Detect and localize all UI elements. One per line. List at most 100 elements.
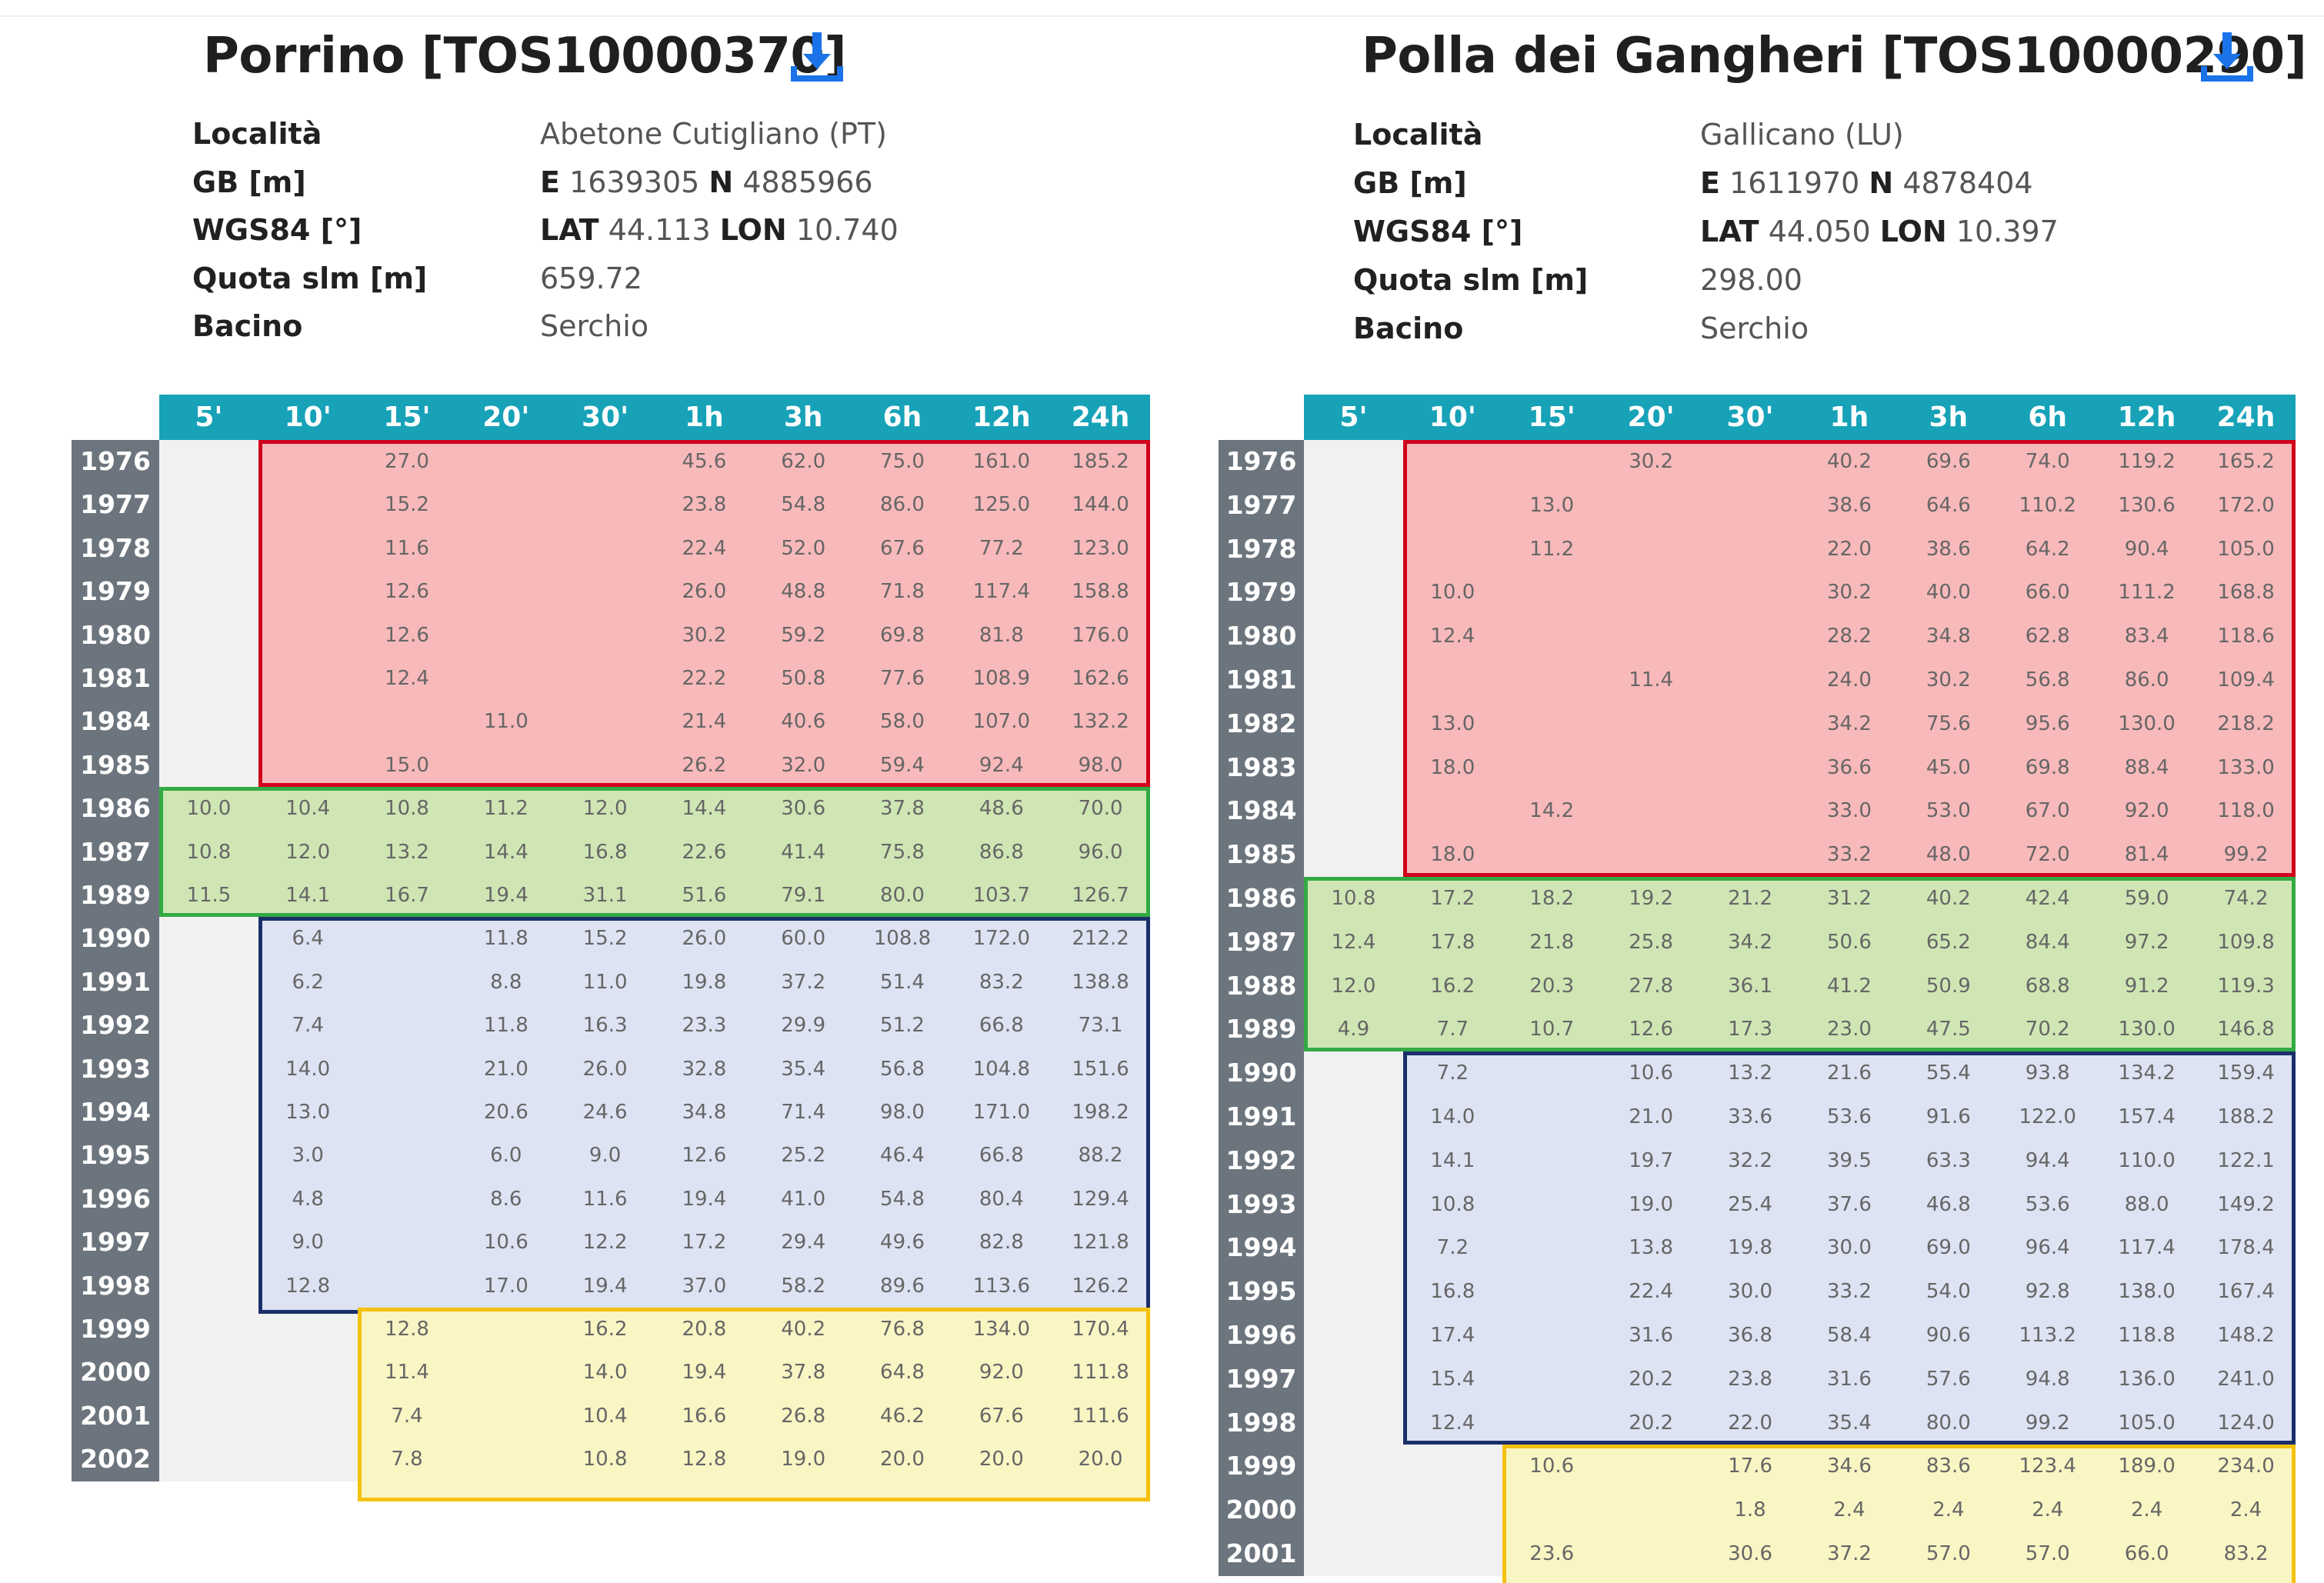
info-bacino: Bacino: [192, 309, 302, 343]
info-value: Serchio: [540, 309, 649, 343]
lat-label: LAT: [1700, 215, 1759, 248]
value-cell: [456, 570, 555, 613]
value-cell: 50.9: [1926, 974, 1971, 998]
info-label: Bacino: [1353, 312, 1464, 345]
year-label: 1984: [1225, 795, 1297, 826]
station-title: Porrino [TOS10000370]: [203, 28, 847, 85]
value-cell: 178.4: [2217, 1236, 2275, 1260]
value-cell: 11.4: [1629, 668, 1674, 692]
table-row: 6.2 8.8 11.0 19.8 37.2 51.4 83.2 138.8: [159, 961, 1150, 1004]
value-cell: [258, 1395, 358, 1438]
table-row: 11.0 21.4 40.6 58.0 107.0 132.2: [159, 700, 1150, 743]
value-cell: 42.4: [2025, 887, 2070, 910]
year-column: 1976 1977 1978 1979 1980 1981 1982 1983 1984 1985…: [1219, 440, 1304, 1576]
value-cell: 58.0: [880, 710, 925, 734]
table-row: 4.8 8.6 11.6 19.4 41.0 54.8 80.4 129.4: [159, 1178, 1150, 1221]
value-cell: 23.3: [682, 1014, 727, 1038]
value-cell: 20.8: [682, 1318, 727, 1341]
year-label: 1989: [1225, 1014, 1297, 1045]
value-cell: 19.4: [582, 1274, 628, 1298]
info-gb: GB [m]: [1353, 166, 1467, 200]
value-cell: 189.0: [2118, 1455, 2176, 1478]
value-cell: [1701, 440, 1800, 484]
value-cell: 20.2: [1629, 1411, 1674, 1435]
value-cell: 11.8: [483, 1014, 528, 1038]
value-cell: 2.4: [1932, 1498, 1965, 1522]
value-cell: 14.0: [1430, 1105, 1475, 1128]
table-row: 11.6 22.4 52.0 67.6 77.2 123.0: [159, 527, 1150, 570]
value-cell: 185.2: [1072, 450, 1129, 473]
value-cell: 13.0: [1430, 712, 1475, 735]
value-cell: [456, 1308, 555, 1351]
value-cell: 80.4: [979, 1187, 1024, 1211]
value-cell: 55.4: [1926, 1061, 1971, 1085]
value-cell: 66.0: [2124, 1542, 2169, 1565]
top-divider: [0, 15, 2324, 17]
value-cell: 62.0: [781, 450, 826, 473]
value-cell: [456, 744, 555, 787]
year-label: 1976: [1225, 446, 1297, 476]
value-cell: [456, 657, 555, 700]
value-cell: 21.4: [682, 710, 727, 734]
value-cell: 134.0: [972, 1318, 1030, 1341]
value-cell: [1502, 1095, 1602, 1139]
value-cell: 65.2: [1926, 930, 1971, 954]
value-cell: 75.0: [880, 450, 925, 473]
value-cell: 35.4: [1827, 1411, 1872, 1435]
year-label: 2002: [80, 1444, 151, 1475]
value-cell: 46.8: [1926, 1192, 1971, 1216]
download-icon[interactable]: [788, 28, 846, 86]
value-cell: [456, 483, 555, 526]
info-quota: Quota slm [m]: [192, 262, 427, 295]
value-cell: 40.0: [1926, 581, 1971, 605]
value-cell: [258, 614, 358, 657]
value-cell: [258, 1438, 358, 1481]
download-icon[interactable]: [2198, 28, 2256, 86]
value-cell: 64.6: [1926, 493, 1971, 517]
value-cell: 12.4: [1331, 930, 1376, 954]
value-cell: 88.4: [2124, 755, 2169, 779]
value-cell: [1403, 1488, 1502, 1532]
table-row: 7.2 10.6 13.2 21.6 55.4 93.8 134.2 159.4: [1304, 1051, 2296, 1095]
value-cell: 67.6: [979, 1404, 1024, 1428]
info-gb: GB [m]: [192, 165, 306, 199]
table-row: 15.0 26.2 32.0 59.4 92.4 98.0: [159, 744, 1150, 787]
value-cell: 25.4: [1728, 1192, 1772, 1216]
value-cell: 58.4: [1827, 1324, 1872, 1347]
table-row: 11.5 14.1 16.7 19.4 31.1 51.6 79.1 80.0 103.7 126…: [159, 874, 1150, 917]
value-cell: 92.4: [979, 753, 1024, 777]
value-cell: 97.2: [2124, 930, 2169, 954]
value-cell: 6.0: [490, 1144, 522, 1168]
info-label: Bacino: [192, 309, 303, 343]
value-cell: 9.0: [292, 1231, 324, 1255]
table-row: 18.0 33.2 48.0 72.0 81.4 99.2: [1304, 833, 2296, 877]
value-cell: 20.2: [1629, 1367, 1674, 1391]
info-wgs: WGS84 [°]: [192, 213, 362, 247]
value-cell: [159, 700, 258, 743]
value-cell: 83.2: [979, 970, 1024, 994]
year-label: 1977: [80, 489, 151, 520]
value-cell: 10.6: [1529, 1455, 1575, 1478]
value-cell: 110.0: [2118, 1148, 2176, 1172]
value-cell: [555, 614, 655, 657]
value-cell: 12.0: [1331, 974, 1376, 998]
year-label: 1991: [1225, 1101, 1297, 1131]
value-cell: [1403, 658, 1502, 702]
value-cell: [159, 440, 258, 483]
value-cell: 40.6: [781, 710, 826, 734]
value-cell: 94.8: [2025, 1367, 2070, 1391]
value-cell: 107.0: [972, 710, 1030, 734]
column-header: 1h: [685, 402, 724, 433]
value-cell: 21.2: [1728, 887, 1772, 910]
value-cell: 71.4: [781, 1101, 826, 1124]
value-cell: [1304, 1226, 1403, 1270]
value-cell: 104.8: [972, 1057, 1030, 1081]
value-cell: [555, 657, 655, 700]
value-cell: 11.6: [582, 1187, 628, 1211]
year-label: 1998: [1225, 1407, 1297, 1438]
value-cell: [1304, 746, 1403, 790]
value-cell: 27.0: [385, 450, 429, 473]
value-cell: 19.4: [483, 884, 528, 907]
value-cell: 26.8: [781, 1404, 826, 1428]
value-cell: 22.6: [682, 840, 727, 864]
